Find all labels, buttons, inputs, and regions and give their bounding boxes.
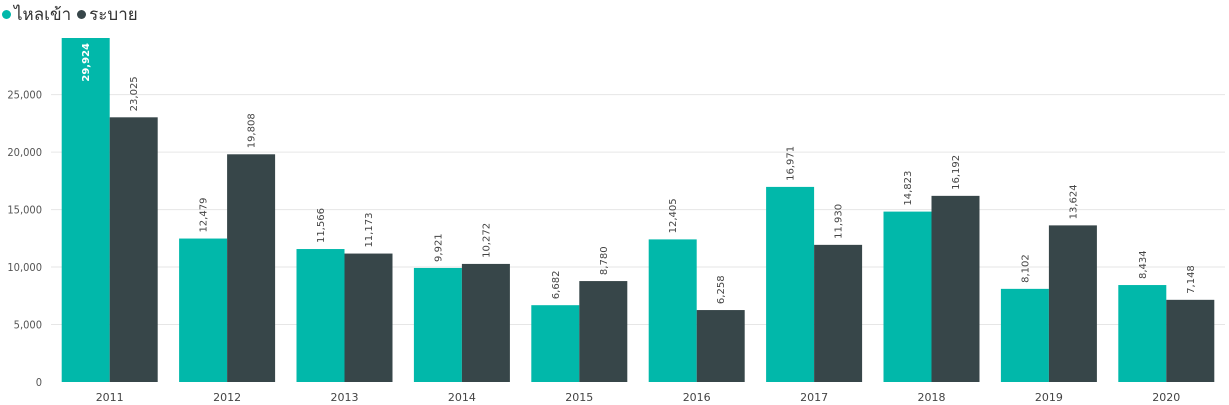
bar xyxy=(883,211,932,382)
x-tick-label: 2018 xyxy=(918,391,946,404)
data-label: 8,102 xyxy=(1020,254,1031,283)
x-tick-label: 2014 xyxy=(448,391,476,404)
legend: ไหลเข้า ระบาย xyxy=(2,3,138,25)
x-tick-label: 2013 xyxy=(331,391,359,404)
data-label: 29,924 xyxy=(81,43,92,82)
data-label: 14,823 xyxy=(903,171,914,206)
data-label: 6,258 xyxy=(716,275,727,304)
y-tick-label: 15,000 xyxy=(7,204,42,217)
bar xyxy=(531,305,580,382)
legend-label-outflow: ระบาย xyxy=(89,4,138,25)
y-tick-label: 25,000 xyxy=(7,89,42,102)
x-tick-label: 2017 xyxy=(800,391,828,404)
data-label: 19,808 xyxy=(247,113,258,148)
bar xyxy=(461,263,510,382)
x-tick-label: 2012 xyxy=(213,391,241,404)
x-tick-label: 2015 xyxy=(565,391,593,404)
y-tick-label: 5,000 xyxy=(14,319,42,332)
bar xyxy=(296,249,345,382)
data-label: 13,624 xyxy=(1068,184,1079,219)
bar xyxy=(344,253,393,382)
x-tick-label: 2020 xyxy=(1152,391,1180,404)
bar xyxy=(227,154,276,382)
data-label: 8,434 xyxy=(1138,250,1149,279)
data-label: 16,192 xyxy=(951,155,962,190)
bar xyxy=(931,195,980,382)
bar xyxy=(1166,299,1215,382)
data-label: 11,173 xyxy=(364,213,375,248)
bar xyxy=(1048,225,1097,382)
y-tick-label: 10,000 xyxy=(7,261,42,274)
legend-item-inflow[interactable]: ไหลเข้า xyxy=(2,1,71,28)
bar xyxy=(61,38,110,382)
data-label: 11,930 xyxy=(834,204,845,239)
bar xyxy=(766,186,815,382)
bar xyxy=(579,281,628,382)
data-label: 12,479 xyxy=(199,198,210,233)
data-label: 7,148 xyxy=(1186,265,1197,294)
bar xyxy=(648,239,697,382)
x-tick-label: 2019 xyxy=(1035,391,1063,404)
x-tick-label: 2016 xyxy=(683,391,711,404)
y-tick-label: 0 xyxy=(36,376,42,389)
data-label: 9,921 xyxy=(433,233,444,262)
bar xyxy=(1118,285,1167,382)
bar xyxy=(109,117,158,382)
legend-label-inflow: ไหลเข้า xyxy=(14,4,72,25)
data-label: 8,780 xyxy=(599,246,610,275)
legend-dot-outflow xyxy=(77,9,87,19)
x-tick-label: 2011 xyxy=(96,391,124,404)
y-tick-label: 20,000 xyxy=(7,146,42,159)
bar xyxy=(413,267,462,382)
bar xyxy=(814,244,863,382)
legend-item-outflow[interactable]: ระบาย xyxy=(77,1,138,28)
legend-dot-inflow xyxy=(2,9,11,19)
data-label: 16,971 xyxy=(786,146,797,181)
data-label: 10,272 xyxy=(481,223,492,258)
data-label: 12,405 xyxy=(668,198,679,233)
data-label: 11,566 xyxy=(316,208,327,243)
data-label: 23,025 xyxy=(129,76,140,111)
bar xyxy=(696,310,745,382)
bar xyxy=(1000,288,1049,382)
data-label: 6,682 xyxy=(551,271,562,300)
bar xyxy=(179,238,228,382)
